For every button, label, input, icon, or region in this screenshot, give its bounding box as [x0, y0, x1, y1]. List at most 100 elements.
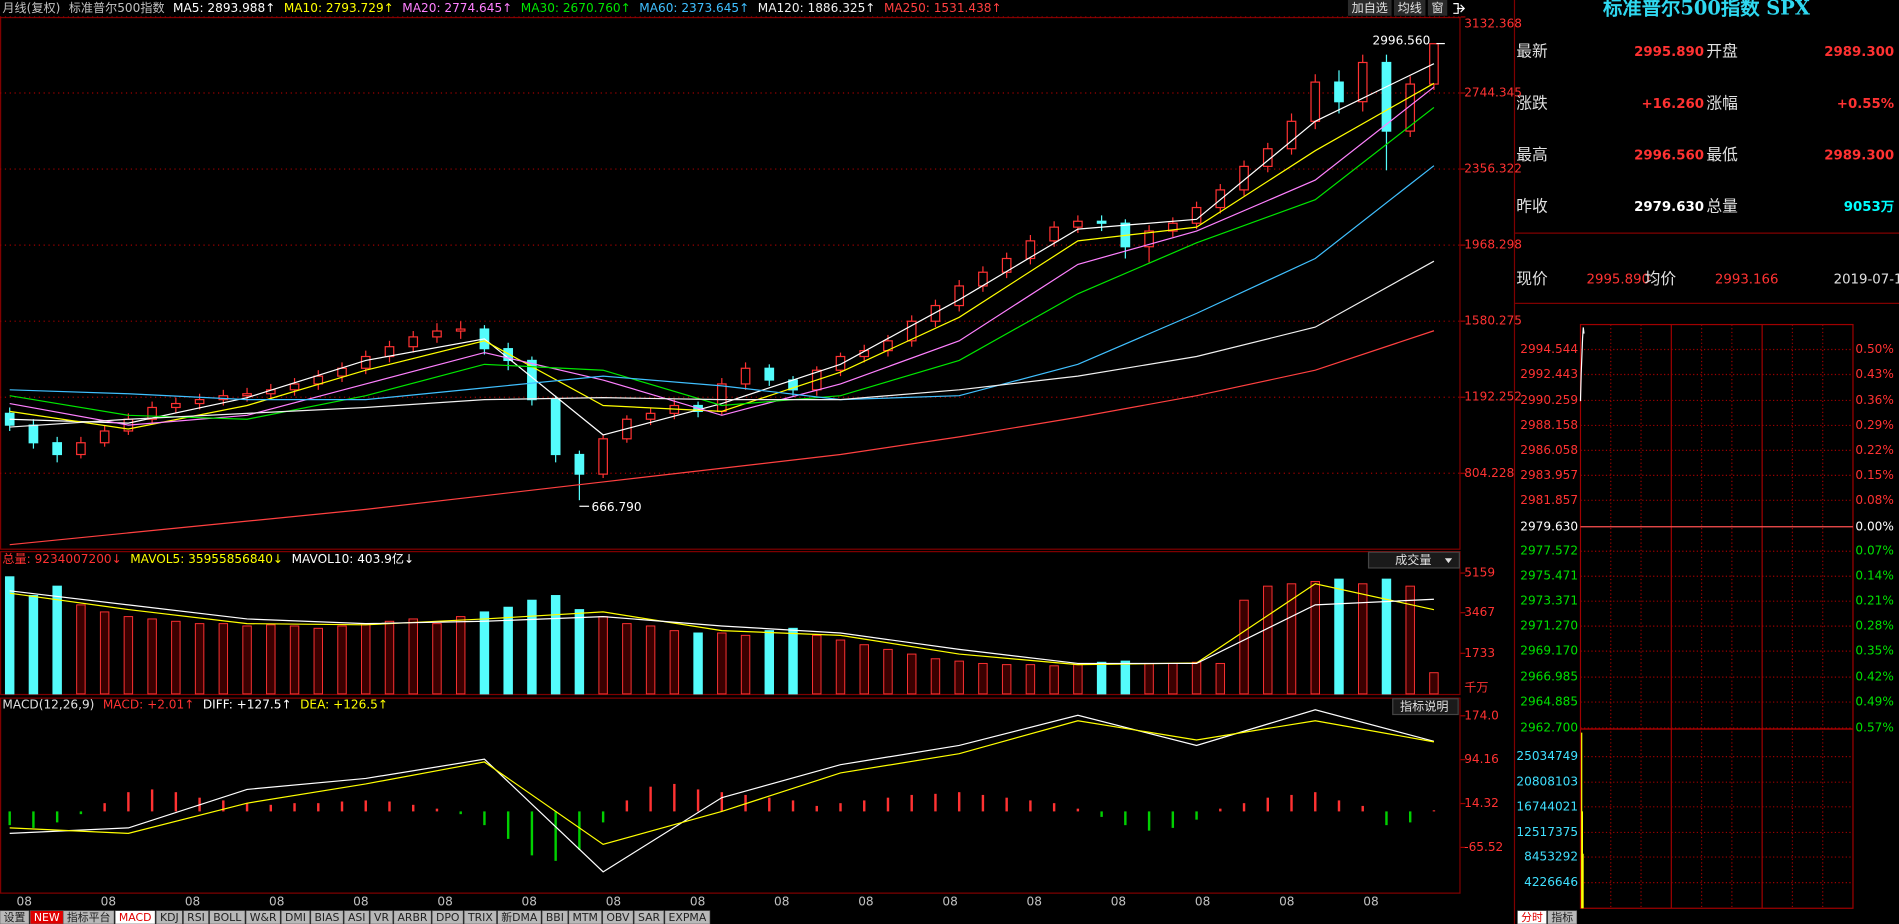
- selector-bg: [1367, 551, 1460, 569]
- macd-panel-frame: [0, 697, 1461, 894]
- tab[interactable]: 设置: [0, 910, 30, 924]
- quote-value: +16.260: [1641, 97, 1704, 112]
- mavol-line: [9, 590, 1434, 665]
- tab-bg: [281, 910, 310, 924]
- unit-label: 千万: [1464, 680, 1488, 694]
- candle-body: [574, 453, 585, 475]
- tab[interactable]: ARBR: [393, 910, 432, 924]
- tab-label: BOLL: [213, 911, 241, 924]
- toolbar-button[interactable]: 窗: [1427, 0, 1448, 16]
- tab[interactable]: ASI: [344, 910, 370, 924]
- tab-bg: [245, 910, 281, 924]
- tab[interactable]: SAR: [634, 910, 665, 924]
- exit-icon[interactable]: [1453, 3, 1466, 14]
- toolbar-button[interactable]: 均线: [1393, 0, 1426, 16]
- quote-value: 2993.166: [1715, 273, 1779, 288]
- y-tick-label: 2969.170: [1520, 644, 1578, 658]
- candle-body: [1310, 81, 1321, 122]
- volume-bar: [99, 611, 110, 695]
- tab[interactable]: 指标: [1547, 910, 1578, 924]
- quote-value: 2996.560: [1634, 148, 1704, 163]
- main-panel-frame: [0, 16, 1461, 550]
- tab[interactable]: RSI: [183, 910, 209, 924]
- button-label: 指标说明: [1400, 699, 1448, 714]
- volume-bar: [313, 627, 323, 695]
- x-tick-label: 08: [269, 895, 284, 909]
- candle-body: [360, 355, 371, 369]
- candle-body: [1049, 226, 1059, 242]
- tab[interactable]: NEW: [29, 910, 64, 924]
- tab[interactable]: 分时: [1517, 910, 1547, 924]
- tab[interactable]: TRIX: [464, 910, 497, 924]
- volume-bar: [1263, 585, 1273, 695]
- x-tick-label: 08: [858, 895, 873, 909]
- quote-value: 9053万: [1844, 199, 1894, 215]
- button-label: 均线: [1398, 1, 1422, 15]
- legend-text: MACD(12,26,9): [2, 697, 94, 711]
- candle-body: [906, 320, 917, 342]
- tab[interactable]: 指标平台: [62, 910, 115, 924]
- y-tick-label: 1192.252: [1464, 390, 1522, 404]
- tab[interactable]: BBI: [541, 910, 568, 924]
- y-tick-label: 2994.544: [1520, 342, 1578, 356]
- candle-body: [954, 285, 965, 307]
- y-tick-label: 1580.275: [1464, 314, 1522, 328]
- pct-label: 0.14%: [1855, 569, 1893, 583]
- tab[interactable]: EXPMA: [664, 910, 711, 924]
- tab[interactable]: MTM: [568, 910, 602, 924]
- volume-bar: [432, 623, 442, 695]
- volume-bar: [812, 634, 822, 695]
- tab-label: W&R: [250, 911, 277, 924]
- y-tick-label: 2977.572: [1520, 544, 1578, 558]
- tab[interactable]: KDJ: [156, 910, 183, 924]
- button-label: 窗: [1432, 1, 1444, 15]
- y-tick-label: 3132.368: [1464, 17, 1522, 31]
- y-tick-label: 12517375: [1516, 825, 1578, 839]
- quote-label: 总量: [1706, 197, 1738, 216]
- indicator-selector[interactable]: 成交量: [1367, 551, 1460, 569]
- volume-bar: [384, 620, 395, 695]
- legend-text: MAVOL5: 35955856840↓: [130, 552, 283, 566]
- tab-label: VR: [374, 911, 389, 924]
- ma-line: [9, 165, 1435, 401]
- tab-bg: [344, 910, 370, 924]
- toolbar-button[interactable]: 加自选: [1347, 0, 1392, 16]
- explain-button[interactable]: 指标说明: [1392, 698, 1459, 716]
- candle-body: [1025, 240, 1036, 260]
- x-tick-label: 08: [690, 895, 705, 909]
- legend-text: 月线(复权): [2, 1, 60, 15]
- volume-panel-frame: [0, 551, 1461, 696]
- y-tick-label: 3467: [1464, 605, 1495, 619]
- pct-label: 0.50%: [1855, 342, 1893, 356]
- x-tick-label: 08: [353, 895, 368, 909]
- tab[interactable]: 新DMA: [497, 910, 542, 924]
- volume-bar: [266, 624, 276, 695]
- tab[interactable]: BOLL: [209, 910, 246, 924]
- tab[interactable]: OBV: [602, 910, 634, 924]
- tab[interactable]: MACD: [114, 910, 156, 924]
- candle-body: [764, 367, 775, 381]
- tab[interactable]: BIAS: [310, 910, 344, 924]
- quote-value: 2995.890: [1634, 45, 1704, 60]
- pct-label: 0.43%: [1855, 367, 1893, 381]
- tab-bg: [602, 910, 634, 924]
- volume-bar: [1191, 661, 1202, 695]
- tab-bg: [664, 910, 711, 924]
- volume-bar: [1025, 664, 1036, 695]
- tab[interactable]: DPO: [432, 910, 464, 924]
- pct-label: 0.49%: [1855, 695, 1893, 709]
- candle-body: [550, 399, 561, 456]
- volume-bar: [930, 658, 941, 695]
- tab-label: NEW: [34, 911, 60, 924]
- tab-label: DMI: [285, 911, 306, 924]
- intraday-frame: [1579, 323, 1854, 909]
- legend-text: MA10: 2793.729↑: [284, 1, 394, 15]
- y-tick-label: 5159: [1464, 566, 1495, 580]
- tab-bg: [393, 910, 432, 924]
- tab[interactable]: DMI: [281, 910, 310, 924]
- quote-value: 2979.630: [1634, 200, 1704, 215]
- tab[interactable]: VR: [370, 910, 393, 924]
- volume-bar: [1334, 578, 1344, 695]
- tab-bg: [310, 910, 344, 924]
- tab[interactable]: W&R: [245, 910, 281, 924]
